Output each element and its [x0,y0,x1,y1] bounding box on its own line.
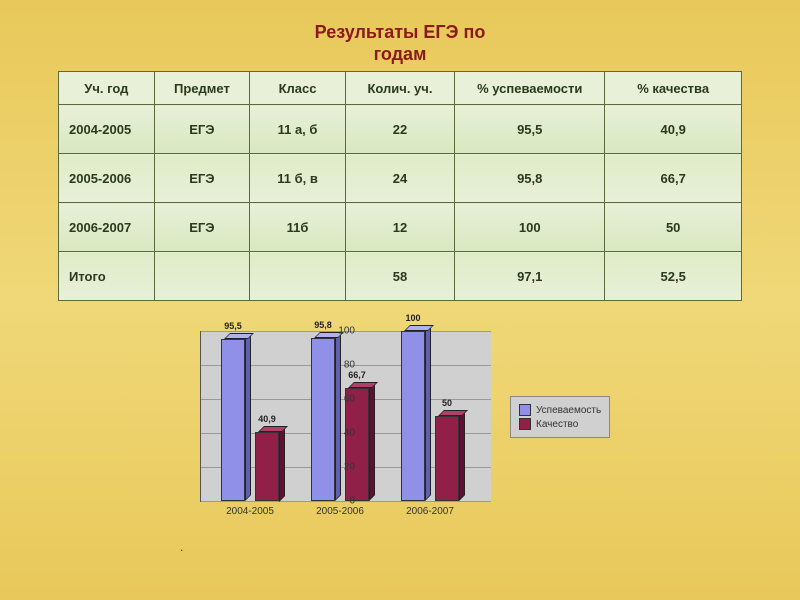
results-table: Уч. годПредметКлассКолич. уч.% успеваемо… [58,71,742,301]
chart-y-tick-label: 0 [325,496,355,507]
table-header-cell: % качества [605,72,742,105]
bar-chart: 95,540,995,866,710050 Успеваемость Качест… [150,321,650,551]
table-header-cell: Предмет [154,72,250,105]
chart-bar-value-label: 100 [398,313,428,323]
chart-bar [255,432,279,502]
chart-bar-side [425,325,431,501]
chart-bar-side [369,382,375,501]
table-row: 2004-2005ЕГЭ11 а, б2295,540,9 [59,105,742,154]
table-cell: 11б [250,203,346,252]
chart-bar-side [335,332,341,501]
table-row: 2005-2006ЕГЭ11 б, в2495,866,7 [59,154,742,203]
chart-legend-item: Успеваемость [519,404,601,416]
table-header-cell: Уч. год [59,72,155,105]
chart-y-tick-label: 60 [325,394,355,405]
table-header-cell: Класс [250,72,346,105]
table-cell: 22 [345,105,454,154]
title-line-1: Результаты ЕГЭ по [315,22,486,42]
table-cell [250,252,346,301]
chart-legend-item: Качество [519,418,601,430]
chart-legend-label: Качество [536,419,578,430]
stray-dot: . [180,540,183,554]
table-cell: 2005-2006 [59,154,155,203]
table-cell: 66,7 [605,154,742,203]
table-cell: Итого [59,252,155,301]
table-row: 2006-2007ЕГЭ11б1210050 [59,203,742,252]
chart-bar [345,388,369,501]
table-cell: ЕГЭ [154,203,250,252]
chart-bar-side [279,426,285,502]
chart-bar-value-label: 95,5 [218,321,248,331]
chart-legend: Успеваемость Качество [510,396,610,438]
chart-bar-side [459,410,465,501]
table-cell [154,252,250,301]
table-header-cell: % успеваемости [455,72,605,105]
chart-bar [401,331,425,501]
chart-bar-value-label: 66,7 [342,370,372,380]
table-cell: 95,8 [455,154,605,203]
table-cell: ЕГЭ [154,105,250,154]
title-line-2: годам [374,44,427,64]
chart-y-tick-label: 100 [325,326,355,337]
table-cell: 2004-2005 [59,105,155,154]
table-cell: 11 а, б [250,105,346,154]
table-row: Итого 5897,152,5 [59,252,742,301]
chart-plot-area: 95,540,995,866,710050 [200,331,491,502]
chart-bar [435,416,459,501]
table-cell: 52,5 [605,252,742,301]
chart-bar-value-label: 50 [432,398,462,408]
table-cell: 50 [605,203,742,252]
table-cell: 11 б, в [250,154,346,203]
table-cell: 100 [455,203,605,252]
chart-bar-side [245,333,251,501]
table-cell: 40,9 [605,105,742,154]
table-header-cell: Колич. уч. [345,72,454,105]
chart-bar-value-label: 40,9 [252,414,282,424]
table-cell: 12 [345,203,454,252]
chart-x-tick-label: 2005-2006 [300,506,380,517]
results-table-wrap: Уч. годПредметКлассКолич. уч.% успеваемо… [58,71,742,301]
chart-y-tick-label: 80 [325,360,355,371]
table-cell: 24 [345,154,454,203]
chart-legend-label: Успеваемость [536,405,601,416]
chart-legend-swatch [519,418,531,430]
chart-y-tick-label: 20 [325,462,355,473]
table-cell: ЕГЭ [154,154,250,203]
chart-bar [221,339,245,501]
chart-x-tick-label: 2006-2007 [390,506,470,517]
table-cell: 95,5 [455,105,605,154]
chart-legend-swatch [519,404,531,416]
table-cell: 58 [345,252,454,301]
table-body: 2004-2005ЕГЭ11 а, б2295,540,92005-2006ЕГ… [59,105,742,301]
page-title: Результаты ЕГЭ по годам [0,0,800,65]
chart-y-tick-label: 40 [325,428,355,439]
table-header-row: Уч. годПредметКлассКолич. уч.% успеваемо… [59,72,742,105]
chart-x-tick-label: 2004-2005 [210,506,290,517]
table-cell: 2006-2007 [59,203,155,252]
table-cell: 97,1 [455,252,605,301]
